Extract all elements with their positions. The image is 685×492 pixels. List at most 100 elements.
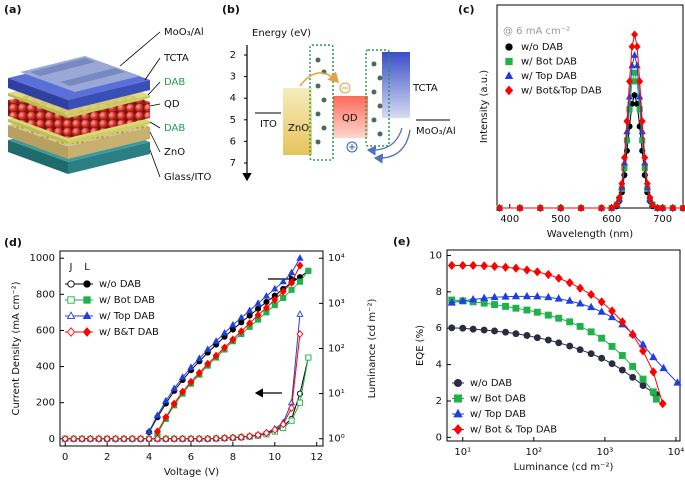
marker — [618, 317, 627, 327]
legend-label: w/ Bot DAB — [521, 57, 577, 68]
marker — [469, 325, 477, 333]
marker — [287, 268, 296, 276]
marker — [103, 434, 111, 443]
marker — [229, 326, 236, 333]
marker — [95, 434, 103, 443]
marker — [597, 297, 606, 307]
marker — [673, 378, 682, 386]
panel-label: (a) — [4, 3, 21, 16]
marker — [505, 57, 513, 66]
marker — [597, 307, 606, 315]
layer-label: MoO₃/Al — [164, 27, 204, 38]
marker — [204, 359, 212, 368]
y-tick-label: 0 — [436, 432, 442, 443]
legend-label: w/ Bot&Top DAB — [521, 86, 602, 97]
marker — [576, 299, 585, 307]
legend-label: w/o DAB — [470, 378, 512, 389]
x-tick-label: 10⁴ — [668, 447, 685, 458]
panel-label: (d) — [4, 236, 22, 249]
marker — [469, 294, 478, 303]
marker — [648, 200, 656, 209]
marker — [536, 203, 544, 213]
marker — [638, 127, 646, 135]
marker — [533, 334, 541, 342]
marker — [629, 373, 637, 381]
marker — [639, 375, 647, 383]
marker — [629, 362, 637, 370]
marker — [652, 395, 660, 403]
marker — [659, 203, 667, 213]
y-tick-label: 6 — [436, 323, 442, 334]
marker — [566, 342, 574, 350]
material-label: TCTA — [412, 83, 438, 94]
energy-tick-label: 6 — [230, 136, 236, 147]
y-tick-label: 800 — [36, 289, 55, 300]
layer-label: QD — [164, 99, 180, 110]
marker — [458, 296, 467, 304]
marker — [480, 326, 488, 334]
marker — [83, 296, 91, 304]
marker — [179, 434, 187, 443]
marker — [643, 179, 651, 188]
marker — [246, 319, 254, 328]
y2-tick-label: 10² — [328, 343, 345, 354]
marker — [195, 354, 203, 362]
marker — [254, 305, 262, 312]
marker — [587, 350, 595, 358]
x-tick-label: 400 — [500, 214, 519, 225]
x-axis-label: Luminance (cd m⁻²) — [514, 462, 614, 473]
legend-label: w/ B&T DAB — [99, 327, 159, 338]
marker — [511, 291, 520, 300]
marker — [555, 339, 563, 347]
x-tick-label: 0 — [62, 452, 68, 463]
marker — [220, 329, 229, 336]
marker — [607, 312, 617, 321]
marker — [237, 313, 245, 321]
marker — [608, 306, 616, 316]
marker — [280, 294, 287, 301]
marker — [448, 324, 456, 332]
marker — [554, 294, 563, 302]
x-tick-label: 6 — [188, 452, 194, 463]
marker — [238, 319, 245, 326]
x-tick-label: 4 — [146, 452, 152, 463]
marker — [262, 292, 271, 299]
x-axis-label: Voltage (V) — [164, 467, 219, 478]
marker — [502, 328, 509, 336]
marker — [638, 117, 646, 126]
marker — [587, 328, 595, 336]
marker — [128, 434, 136, 443]
legend-label: w/o DAB — [99, 279, 141, 290]
energy-tick-label: 2 — [230, 50, 236, 61]
marker — [480, 261, 489, 271]
marker — [288, 404, 296, 413]
x-tick-label: 10³ — [597, 447, 614, 458]
marker — [608, 360, 616, 368]
marker — [221, 343, 228, 352]
marker — [618, 366, 626, 374]
marker — [305, 354, 312, 361]
marker — [237, 327, 245, 336]
marker — [162, 413, 170, 422]
material-label: QD — [342, 113, 358, 124]
marker — [112, 434, 119, 443]
marker — [229, 320, 237, 328]
marker — [459, 324, 467, 332]
legend-label: w/ Bot DAB — [99, 295, 155, 306]
layer-label: ZnO — [164, 147, 185, 158]
marker — [512, 330, 520, 338]
marker — [626, 77, 633, 86]
marker — [229, 335, 237, 344]
marker — [608, 342, 616, 350]
series-line — [65, 333, 301, 440]
marker — [577, 203, 585, 213]
material-label: ZnO — [288, 123, 309, 134]
marker — [453, 394, 463, 403]
marker — [453, 424, 463, 435]
y-tick-label: 0 — [49, 434, 55, 445]
marker — [636, 106, 643, 113]
legend-header: J — [69, 262, 73, 273]
x-tick-label: 8 — [230, 452, 236, 463]
marker — [554, 273, 563, 283]
